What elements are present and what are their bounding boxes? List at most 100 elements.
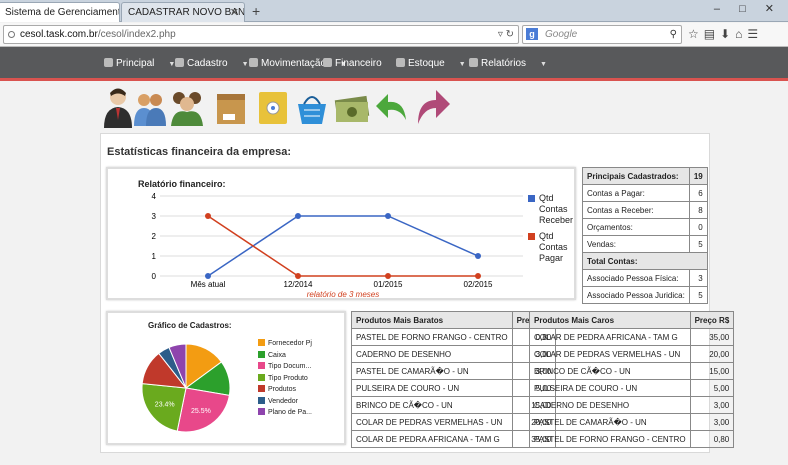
pie-legend-entry: Tipo Produto <box>258 373 312 386</box>
nav-label: Financeiro <box>335 58 382 69</box>
tab-label: Sistema de Gerenciamento de ... <box>5 7 120 18</box>
legend-label: Produtos <box>268 386 297 393</box>
table-row: PASTEL DE CAMARÃ�O - UN 3,00 <box>529 413 735 431</box>
product-name: PASTEL DE FORNO FRANGO - CENTRO <box>351 328 513 346</box>
legend-swatch <box>528 233 535 240</box>
pie-legend-entry: Plano de Pa... <box>258 408 312 420</box>
nav-principal[interactable]: Principal ▼ <box>104 58 175 69</box>
browser-tab[interactable]: CADASTRAR NOVO BANCO DE... ✕ <box>121 2 245 22</box>
nav-label: Principal <box>116 58 155 69</box>
safe-icon[interactable] <box>255 86 291 128</box>
y-tick-label: 3 <box>152 212 157 221</box>
pie-legend-entry: Vendedor <box>258 396 312 409</box>
data-point[interactable] <box>475 273 481 279</box>
data-point[interactable] <box>205 213 211 219</box>
pie-legend-entry: Tipo Docum... <box>258 362 312 374</box>
search-placeholder: Google <box>545 29 578 40</box>
url-host: cesol.task.com.br <box>20 29 98 40</box>
tab-label: CADASTRAR NOVO BANCO DE... <box>128 7 245 18</box>
table-row: COLAR DE PEDRA AFRICANA - TAM G 35,00 <box>351 430 557 448</box>
pie-legend-entry: Produtos <box>258 385 312 397</box>
pie-legend: Fornecedor Pj Caixa Tipo Docum... Tipo Prod… <box>258 339 312 420</box>
x-tick-label: 01/2015 <box>374 280 403 289</box>
table-row: COLAR DE PEDRA AFRICANA - TAM G 35,00 <box>529 328 735 346</box>
window-controls[interactable]: – □ ✕ <box>713 3 782 15</box>
new-tab-button[interactable]: + <box>252 3 261 19</box>
pie-slice[interactable] <box>141 383 187 432</box>
nav-label: Movimentação <box>261 58 327 69</box>
data-point[interactable] <box>475 253 481 259</box>
table-row: PASTEL DE FORNO FRANGO - CENTRO 0,80 <box>351 328 557 346</box>
legend-swatch <box>258 362 265 369</box>
summary-subheader: Total Contas: <box>582 252 708 270</box>
address-bar[interactable]: cesol.task.com.br/cesol/index2.php ▿ ↻ <box>3 25 519 44</box>
tag-icon <box>396 58 405 67</box>
search-icon[interactable]: ⚲ <box>669 29 677 40</box>
pie-slice[interactable] <box>168 343 187 389</box>
data-point[interactable] <box>205 273 211 279</box>
nav-movimentacao[interactable]: Movimentação ▼ <box>249 58 347 69</box>
pie-slice-label: 23.4% <box>155 402 175 409</box>
nav-relatorios[interactable]: Relatórios ▼ <box>469 58 547 69</box>
table-row: Associado Pessoa Juridica: 5 <box>582 286 708 304</box>
legend-swatch <box>258 396 265 404</box>
row-value: 5 <box>688 235 708 253</box>
row-value: 8 <box>688 201 708 219</box>
row-label: Vendas: <box>582 235 690 253</box>
close-tab-icon[interactable]: ✕ <box>229 7 239 19</box>
report-icon <box>469 58 478 67</box>
toolbar-icons[interactable]: ☆▤⬇⌂☰ <box>688 27 764 41</box>
series-line <box>207 215 479 277</box>
product-name: PASTEL DE FORNO FRANGO - CENTRO <box>529 430 691 448</box>
y-tick-label: 0 <box>152 272 157 281</box>
table-row: COLAR DE PEDRAS VERMELHAS - UN 20,00 <box>529 345 735 363</box>
nav-financeiro[interactable]: Financeiro▼ <box>323 58 403 69</box>
y-tick-label: 1 <box>152 252 157 261</box>
legend-swatch <box>528 195 535 202</box>
legend-label: Tipo Produto <box>268 374 308 382</box>
businessman-icon[interactable] <box>100 86 136 128</box>
col-header: Preço R$ <box>689 311 735 329</box>
summary-header-value: 19 <box>688 167 708 185</box>
series-line <box>207 215 478 277</box>
table-row: Vendas: 5 <box>582 235 708 253</box>
table-row: PASTEL DE CAMARÃ�O - UN 3,00 <box>351 362 557 380</box>
refresh-icon <box>249 58 258 67</box>
legend-swatch <box>258 385 265 392</box>
financial-chart-card: Relatório financeiro: 0 1 2 3 4 Mês atual 12/2… <box>106 167 576 300</box>
y-tick-label: 2 <box>152 232 157 241</box>
product-name: CADERNO DE DESENHO <box>529 396 691 414</box>
pie-slice[interactable] <box>176 387 230 433</box>
basket-icon[interactable] <box>294 86 330 128</box>
data-point[interactable] <box>385 273 391 279</box>
box-icon[interactable] <box>213 86 249 128</box>
users-icon[interactable] <box>132 86 168 128</box>
product-name: COLAR DE PEDRAS VERMELHAS - UN <box>351 413 513 431</box>
table-row: BRINCO DE CÃ�CO - UN 15,00 <box>351 396 557 414</box>
browser-tab-active[interactable]: Sistema de Gerenciamento de ... <box>0 2 120 22</box>
x-axis-label: relatório de 3 meses <box>307 290 379 298</box>
summary-header-label: Principais Cadastrados: <box>582 167 690 185</box>
summary-table: Principais Cadastrados: 19 Contas a Pagar… <box>582 167 708 304</box>
nav-cadastro[interactable]: Cadastro ▼ <box>175 58 249 69</box>
table-row: CADERNO DE DESENHO 3,00 <box>351 345 557 363</box>
data-point[interactable] <box>295 213 301 219</box>
reload-icon[interactable]: ▿ ↻ <box>497 29 514 40</box>
globe-icon <box>8 31 15 38</box>
pie-legend-entry: Fornecedor Pj <box>258 339 312 351</box>
undo-arrow-icon[interactable] <box>374 86 410 128</box>
group-icon[interactable] <box>169 86 205 128</box>
product-name: CADERNO DE DESENHO <box>351 345 513 363</box>
page-title: Estatísticas financeira da empresa: <box>107 146 292 158</box>
cash-icon[interactable] <box>334 86 370 128</box>
row-value: 0 <box>688 218 708 236</box>
product-name: BRINCO DE CÃ�CO - UN <box>351 396 513 414</box>
data-point[interactable] <box>295 273 301 279</box>
table-row: PASTEL DE FORNO FRANGO - CENTRO 0,80 <box>529 430 735 448</box>
data-point[interactable] <box>385 213 391 219</box>
search-input[interactable]: g Google ⚲ <box>522 25 682 44</box>
url-path: /cesol/index2.php <box>97 29 176 40</box>
nav-estoque[interactable]: Estoque ▼ <box>396 58 466 69</box>
redo-arrow-icon[interactable] <box>414 86 450 128</box>
home-icon <box>104 58 113 67</box>
